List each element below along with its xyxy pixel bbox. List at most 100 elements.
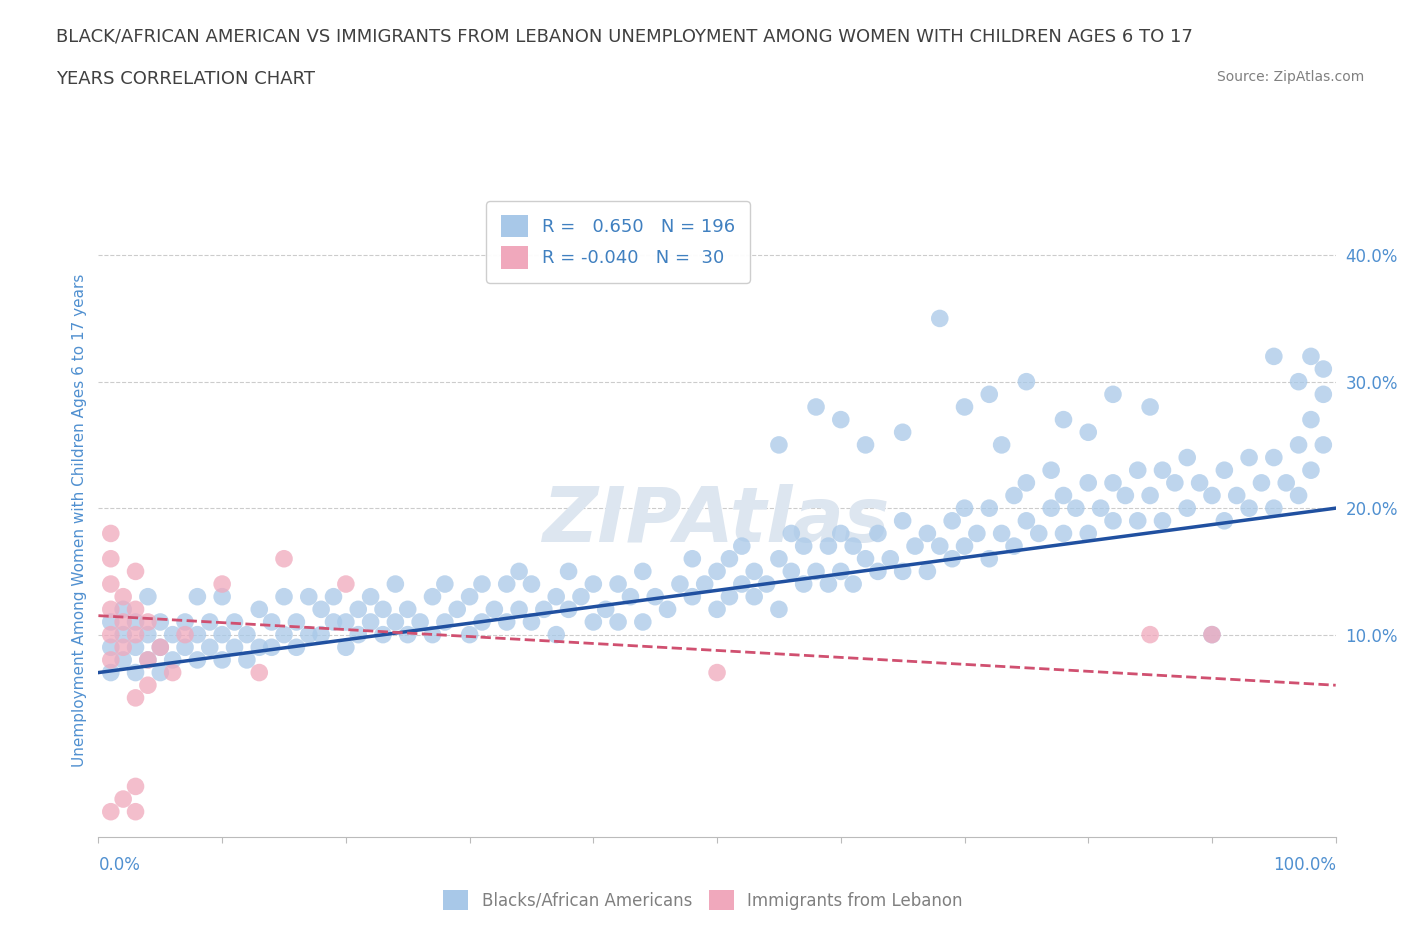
Point xyxy=(433,577,456,591)
Point xyxy=(247,665,270,680)
Point xyxy=(979,387,1001,402)
Point xyxy=(396,602,419,617)
Point xyxy=(1237,450,1260,465)
Point xyxy=(533,602,555,617)
Point xyxy=(1152,463,1174,478)
Point xyxy=(124,640,146,655)
Point xyxy=(396,627,419,642)
Point xyxy=(855,551,877,566)
Point xyxy=(162,627,184,642)
Point xyxy=(112,602,135,617)
Point xyxy=(384,615,406,630)
Point xyxy=(211,653,233,668)
Point xyxy=(681,551,703,566)
Point xyxy=(607,577,630,591)
Point xyxy=(100,653,122,668)
Point xyxy=(162,653,184,668)
Point xyxy=(917,564,939,578)
Point xyxy=(681,590,703,604)
Point xyxy=(347,627,370,642)
Point xyxy=(198,615,221,630)
Point xyxy=(546,590,568,604)
Point xyxy=(830,526,852,541)
Point xyxy=(458,590,481,604)
Point xyxy=(211,627,233,642)
Point xyxy=(124,779,146,794)
Point xyxy=(866,564,889,578)
Point xyxy=(236,627,259,642)
Point xyxy=(1126,463,1149,478)
Point xyxy=(112,615,135,630)
Point xyxy=(124,615,146,630)
Point xyxy=(100,665,122,680)
Point xyxy=(1015,374,1038,389)
Point xyxy=(335,577,357,591)
Point xyxy=(174,615,197,630)
Point xyxy=(804,400,827,415)
Point xyxy=(409,615,432,630)
Legend: Blacks/African Americans, Immigrants from Lebanon: Blacks/African Americans, Immigrants fro… xyxy=(437,884,969,917)
Point xyxy=(1152,513,1174,528)
Point xyxy=(211,590,233,604)
Point xyxy=(1263,450,1285,465)
Point xyxy=(136,653,159,668)
Point xyxy=(508,602,530,617)
Point xyxy=(1114,488,1136,503)
Point xyxy=(136,653,159,668)
Point xyxy=(706,564,728,578)
Text: 100.0%: 100.0% xyxy=(1272,856,1336,873)
Point xyxy=(990,437,1012,452)
Point xyxy=(1188,475,1211,490)
Point xyxy=(247,640,270,655)
Point xyxy=(891,425,914,440)
Point xyxy=(879,551,901,566)
Point xyxy=(124,602,146,617)
Point xyxy=(446,602,468,617)
Point xyxy=(495,577,517,591)
Point xyxy=(569,590,592,604)
Point xyxy=(941,513,963,528)
Point xyxy=(211,577,233,591)
Point xyxy=(966,526,988,541)
Point xyxy=(100,804,122,819)
Point xyxy=(285,615,308,630)
Point xyxy=(136,615,159,630)
Point xyxy=(149,640,172,655)
Point xyxy=(1226,488,1249,503)
Point xyxy=(112,653,135,668)
Point xyxy=(371,602,394,617)
Point xyxy=(1015,475,1038,490)
Y-axis label: Unemployment Among Women with Children Ages 6 to 17 years: Unemployment Among Women with Children A… xyxy=(72,274,87,767)
Point xyxy=(953,500,976,515)
Point xyxy=(607,615,630,630)
Point xyxy=(1164,475,1187,490)
Point xyxy=(335,640,357,655)
Point xyxy=(484,602,506,617)
Text: Source: ZipAtlas.com: Source: ZipAtlas.com xyxy=(1216,70,1364,84)
Text: BLACK/AFRICAN AMERICAN VS IMMIGRANTS FROM LEBANON UNEMPLOYMENT AMONG WOMEN WITH : BLACK/AFRICAN AMERICAN VS IMMIGRANTS FRO… xyxy=(56,28,1194,46)
Point xyxy=(917,526,939,541)
Point xyxy=(1312,387,1334,402)
Point xyxy=(100,577,122,591)
Point xyxy=(247,602,270,617)
Point xyxy=(136,678,159,693)
Point xyxy=(1288,437,1310,452)
Point xyxy=(371,627,394,642)
Point xyxy=(1002,488,1025,503)
Point xyxy=(1288,488,1310,503)
Point xyxy=(198,640,221,655)
Point xyxy=(1139,488,1161,503)
Point xyxy=(186,653,208,668)
Point xyxy=(322,615,344,630)
Point xyxy=(595,602,617,617)
Point xyxy=(928,538,950,553)
Point xyxy=(1288,374,1310,389)
Point xyxy=(693,577,716,591)
Point xyxy=(941,551,963,566)
Point xyxy=(360,615,382,630)
Point xyxy=(1015,513,1038,528)
Point xyxy=(1126,513,1149,528)
Point xyxy=(124,627,146,642)
Point xyxy=(174,627,197,642)
Point xyxy=(1299,412,1322,427)
